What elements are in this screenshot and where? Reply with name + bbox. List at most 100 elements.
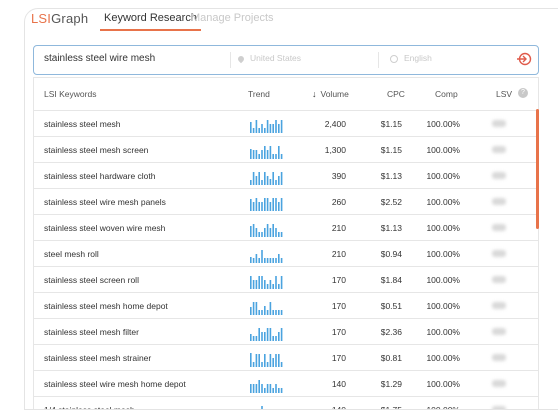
- header-cpc[interactable]: CPC: [387, 89, 405, 99]
- trend-bar: [264, 354, 266, 367]
- trend-bar: [280, 310, 283, 315]
- header-volume[interactable]: ↓ Volume: [312, 89, 349, 99]
- table-row[interactable]: stainless steel wire mesh home depot 140 $…: [34, 371, 538, 397]
- volume-cell: 390: [331, 171, 346, 181]
- trend-bar: [280, 154, 283, 159]
- table-row[interactable]: stainless steel wire mesh panels 260 $2.52…: [34, 189, 538, 215]
- trend-bar: [269, 328, 272, 341]
- trend-bar: [252, 224, 255, 237]
- trend-bar: [258, 172, 260, 185]
- trend-bar: [272, 224, 274, 237]
- trend-sparkline: [250, 380, 283, 393]
- trend-bar: [269, 228, 272, 237]
- table-row[interactable]: steel mesh roll 210 $0.94 100.00%: [34, 241, 538, 267]
- tab-keyword-research[interactable]: Keyword Research: [100, 12, 201, 31]
- trend-bar: [261, 384, 263, 393]
- trend-sparkline: [250, 146, 283, 159]
- trend-bar: [275, 228, 277, 237]
- table-row[interactable]: stainless steel mesh screen 1,300 $1.15 100…: [34, 137, 538, 163]
- trend-bar: [261, 150, 263, 159]
- cpc-cell: $1.13: [380, 171, 402, 181]
- table-row[interactable]: stainless steel hardware cloth 390 $1.13 10…: [34, 163, 538, 189]
- trend-bar: [278, 124, 280, 133]
- tab-manage-projects[interactable]: Manage Projects: [191, 12, 274, 24]
- trend-bar: [258, 328, 260, 341]
- divider: [230, 52, 231, 68]
- trend-sparkline: [250, 250, 283, 263]
- scrollbar[interactable]: [536, 109, 539, 229]
- header-lsv[interactable]: LSV: [496, 89, 513, 99]
- trend-bar: [258, 276, 260, 289]
- table-row[interactable]: stainless steel mesh filter 170 $2.36 100.0…: [34, 319, 538, 345]
- help-icon[interactable]: ?: [518, 88, 528, 98]
- volume-cell: 170: [331, 353, 346, 363]
- trend-sparkline: [250, 328, 283, 341]
- trend-bar: [250, 199, 252, 211]
- comp-cell: 100.00%: [426, 171, 460, 181]
- comp-cell: 100.00%: [426, 379, 460, 389]
- lsv-blurred-value: [492, 172, 506, 179]
- keyword-cell: stainless steel mesh: [44, 119, 121, 129]
- search-submit-button[interactable]: [516, 51, 532, 67]
- trend-bar: [261, 180, 263, 185]
- location-select[interactable]: United States: [236, 53, 302, 63]
- keyword-cell: stainless steel screen roll: [44, 275, 139, 285]
- search-input[interactable]: stainless steel wire mesh: [44, 53, 156, 64]
- table-row[interactable]: stainless steel mesh strainer 170 $0.81 100…: [34, 345, 538, 371]
- trend-sparkline: [250, 224, 283, 237]
- volume-cell: 260: [331, 197, 346, 207]
- trend-bar: [272, 358, 274, 367]
- comp-cell: 100.00%: [426, 275, 460, 285]
- table-row[interactable]: stainless steel screen roll 170 $1.84 100.0…: [34, 267, 538, 293]
- trend-bar: [266, 384, 269, 393]
- trend-bar: [252, 128, 255, 133]
- trend-bar: [275, 384, 277, 393]
- trend-bar: [250, 149, 252, 159]
- keyword-cell: stainless steel mesh screen: [44, 145, 149, 155]
- trend-bar: [272, 284, 274, 289]
- table-row[interactable]: stainless steel woven wire mesh 210 $1.13 1…: [34, 215, 538, 241]
- trend-bar: [278, 354, 280, 367]
- trend-bar: [252, 258, 255, 263]
- trend-bar: [280, 198, 283, 211]
- volume-cell: 210: [331, 249, 346, 259]
- language-select[interactable]: English: [390, 53, 432, 63]
- location-value: United States: [250, 53, 302, 63]
- trend-bar: [255, 254, 258, 263]
- trend-bar: [278, 284, 280, 289]
- trend-bar: [269, 202, 272, 211]
- trend-bar: [272, 258, 274, 263]
- cpc-cell: $1.75: [380, 405, 402, 410]
- trend-bar: [278, 232, 280, 237]
- trend-bar: [258, 202, 260, 211]
- header-comp[interactable]: Comp: [435, 89, 458, 99]
- trend-bar: [261, 124, 263, 133]
- trend-bar: [252, 336, 255, 341]
- trend-bar: [266, 224, 269, 237]
- trend-bar: [250, 384, 252, 393]
- comp-cell: 100.00%: [426, 353, 460, 363]
- trend-bar: [252, 150, 255, 159]
- table-row[interactable]: stainless steel mesh home depot 170 $0.51 1…: [34, 293, 538, 319]
- volume-cell: 170: [331, 327, 346, 337]
- header-lsi-keywords[interactable]: LSI Keywords: [44, 89, 97, 99]
- trend-bar: [264, 280, 266, 289]
- enter-arrow-icon: [517, 52, 532, 66]
- cpc-cell: $1.15: [380, 145, 402, 155]
- trend-bar: [255, 176, 258, 185]
- divider: [378, 52, 379, 68]
- trend-bar: [269, 384, 272, 393]
- trend-bar: [272, 310, 274, 315]
- trend-bar: [269, 280, 272, 289]
- header-trend[interactable]: Trend: [248, 89, 270, 99]
- trend-bar: [258, 128, 260, 133]
- trend-sparkline: [250, 302, 283, 315]
- trend-bar: [280, 120, 283, 133]
- trend-bar: [264, 258, 266, 263]
- trend-bar: [255, 336, 258, 341]
- lsigraph-logo[interactable]: LSIGraph: [31, 11, 88, 26]
- trend-bar: [275, 354, 277, 367]
- trend-sparkline: [261, 406, 263, 409]
- table-row[interactable]: stainless steel mesh 2,400 $1.15 100.00%: [34, 111, 538, 137]
- table-row[interactable]: 1/4 stainless steel mesh 140 $1.75 100.00%: [34, 397, 538, 410]
